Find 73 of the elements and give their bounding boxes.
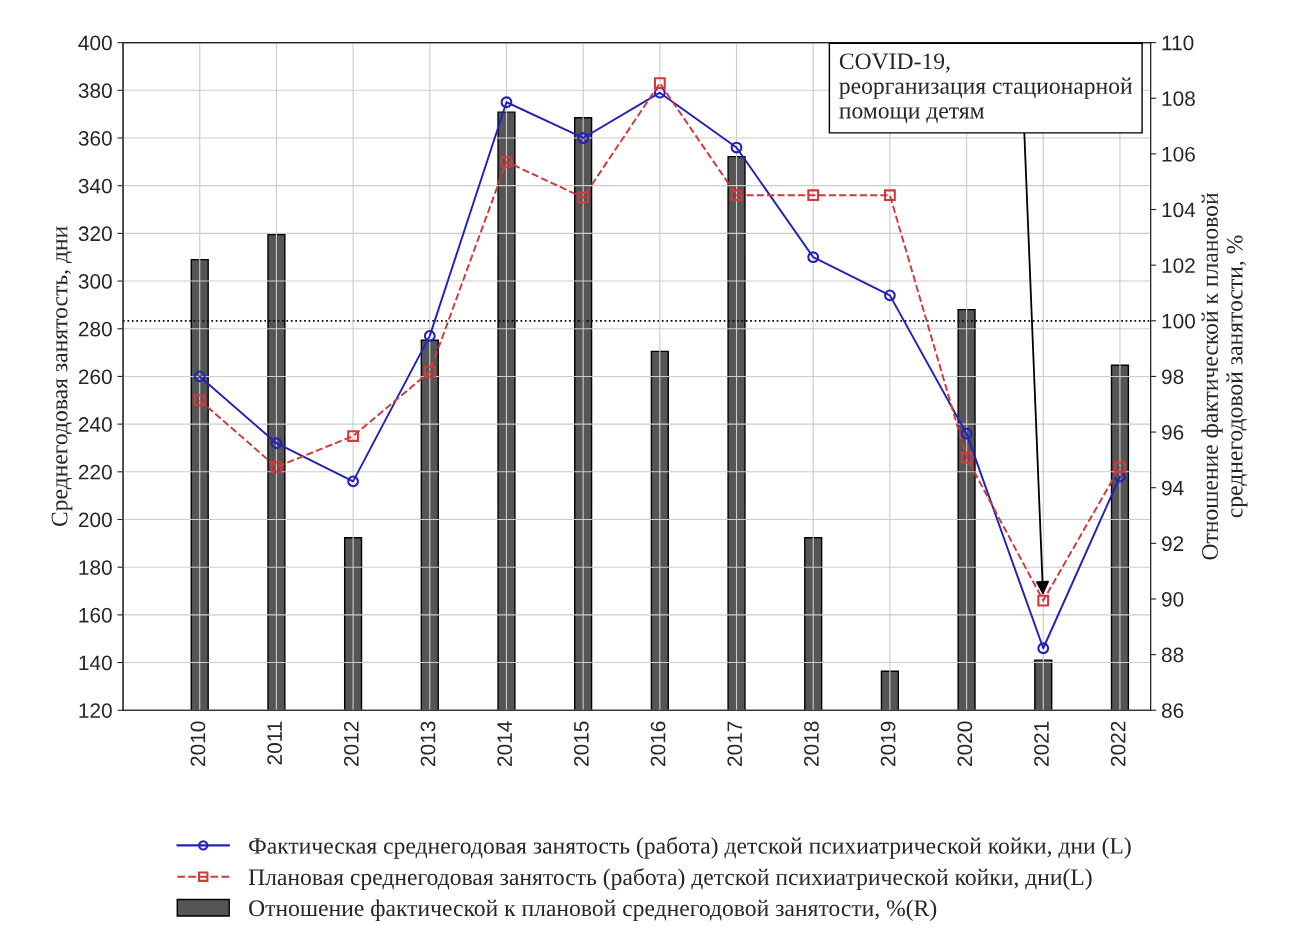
point xyxy=(193,394,206,407)
y-tick-label: 340 xyxy=(78,178,112,194)
y2-tick-label: 102 xyxy=(1162,258,1195,273)
y-tick-label: 360 xyxy=(78,130,112,146)
x-tick-label: 2016 xyxy=(650,721,666,766)
y-tick-label: 400 xyxy=(78,35,112,51)
x-tick-label: 2020 xyxy=(957,721,973,766)
y-tick-label: 280 xyxy=(78,321,112,337)
y2-tick-label: 108 xyxy=(1162,91,1195,107)
point xyxy=(1114,470,1126,483)
y-tick-label: 380 xyxy=(78,83,112,99)
point xyxy=(577,191,590,204)
x-tick-label: 2015 xyxy=(573,721,589,766)
y2-tick-label: 98 xyxy=(1162,369,1184,385)
point xyxy=(807,251,820,264)
y-tick-label: 140 xyxy=(79,655,112,671)
point xyxy=(807,189,820,202)
point xyxy=(270,437,283,450)
point xyxy=(960,451,973,464)
legend-label: Плановая среднегодовая занятость (работа) детской психиатрической койки, дни(L) xyxy=(248,868,1092,891)
point xyxy=(653,86,666,99)
x-tick-label: 2013 xyxy=(420,721,436,766)
point xyxy=(500,96,513,109)
point xyxy=(423,330,436,342)
point xyxy=(347,475,359,488)
y-tick-label: 220 xyxy=(78,464,112,480)
point xyxy=(653,77,666,90)
y2-axis-title: Отношение фактической к плановой среднегодовой занятости, % xyxy=(1201,192,1248,560)
point xyxy=(500,155,513,168)
x-tick-label: 2011 xyxy=(267,721,283,765)
y2-tick-label: 104 xyxy=(1162,202,1196,218)
y2-tick-label: 92 xyxy=(1162,536,1184,552)
y2-tick-label: 86 xyxy=(1161,703,1184,718)
y-tick-label: 240 xyxy=(78,417,112,432)
annotation: COVID-19, реорганизация стационарной помощи детям xyxy=(839,53,1133,124)
point xyxy=(883,289,896,302)
x-tick-label: 2010 xyxy=(190,721,206,766)
x-tick-label: 2019 xyxy=(880,721,896,766)
point xyxy=(423,365,436,378)
x-tick-label: 2022 xyxy=(1110,721,1126,766)
y-tick-label: 120 xyxy=(79,703,112,718)
point xyxy=(730,141,743,154)
point xyxy=(577,132,590,144)
x-tick-label: 2021 xyxy=(1034,721,1049,766)
point xyxy=(1037,594,1050,607)
point xyxy=(730,189,743,202)
y-tick-label: 200 xyxy=(78,512,112,528)
y-tick-label: 260 xyxy=(78,369,112,385)
x-tick-label: 2014 xyxy=(497,721,513,766)
x-tick-label: 2012 xyxy=(343,721,359,766)
point xyxy=(270,461,283,473)
y-tick-label: 320 xyxy=(78,226,112,242)
point xyxy=(1037,642,1050,655)
legend-label: Фактическая среднегодовая занятость (работа) детской психиатрической койки, дни (L) xyxy=(249,836,1131,859)
point xyxy=(193,370,206,383)
point xyxy=(347,430,359,442)
y2-tick-label: 88 xyxy=(1161,647,1184,663)
point xyxy=(1114,461,1126,473)
y2-tick-label: 110 xyxy=(1162,35,1194,51)
y2-tick-label: 100 xyxy=(1162,313,1195,329)
y2-tick-label: 96 xyxy=(1162,425,1184,440)
y-tick-label: 300 xyxy=(78,274,112,289)
y2-tick-label: 90 xyxy=(1162,591,1184,607)
y-tick-label: 180 xyxy=(79,560,112,575)
y2-tick-label: 106 xyxy=(1162,146,1195,162)
y-tick-label: 160 xyxy=(79,607,112,623)
point xyxy=(960,427,973,440)
legend-label: Отношение фактической к плановой среднегодовой занятости, %(R) xyxy=(249,899,937,922)
y2-tick-label: 94 xyxy=(1162,480,1184,496)
x-tick-label: 2017 xyxy=(727,721,743,766)
y-axis-title: Среднегодовая занятость, дни xyxy=(51,226,73,527)
point xyxy=(883,189,896,202)
x-tick-label: 2018 xyxy=(804,721,819,766)
